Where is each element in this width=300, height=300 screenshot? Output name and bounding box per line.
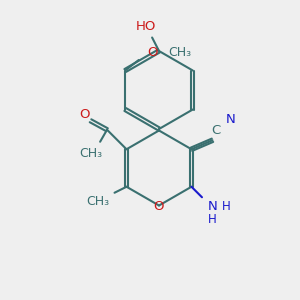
Text: H: H: [208, 213, 217, 226]
Text: CH₃: CH₃: [86, 195, 110, 208]
Text: H: H: [222, 200, 230, 213]
Text: N: N: [208, 200, 218, 213]
Text: O: O: [147, 46, 158, 59]
Text: O: O: [154, 200, 164, 214]
Text: N: N: [226, 113, 236, 126]
Text: CH₃: CH₃: [79, 147, 102, 160]
Text: HO: HO: [135, 20, 156, 34]
Text: O: O: [79, 108, 90, 121]
Text: CH₃: CH₃: [168, 46, 191, 59]
Text: C: C: [211, 124, 220, 137]
